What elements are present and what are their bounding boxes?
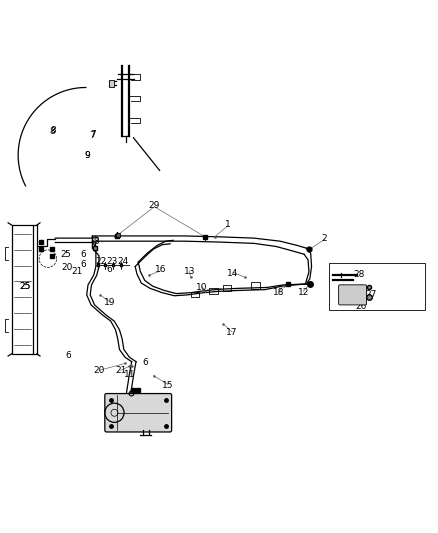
Text: 9: 9 (84, 151, 90, 160)
Text: 27: 27 (365, 290, 377, 300)
Bar (251, 282, 261, 289)
Text: 29: 29 (148, 201, 160, 210)
Text: 22: 22 (95, 257, 107, 266)
Text: 6: 6 (81, 250, 87, 259)
Text: 13: 13 (184, 267, 195, 276)
Text: 6: 6 (81, 260, 87, 269)
Text: 5: 5 (64, 250, 70, 259)
Text: 21: 21 (71, 267, 83, 276)
Bar (209, 288, 218, 294)
Bar (223, 285, 231, 292)
Text: 8: 8 (49, 127, 55, 136)
Text: 14: 14 (227, 269, 239, 278)
Text: 20: 20 (93, 366, 105, 375)
Text: 11: 11 (124, 370, 136, 379)
Text: 12: 12 (297, 288, 309, 297)
Text: 2: 2 (322, 233, 328, 243)
Text: 4: 4 (113, 232, 119, 241)
Text: 3: 3 (93, 237, 99, 246)
Text: 6: 6 (65, 351, 71, 360)
Text: 10: 10 (196, 283, 207, 292)
Text: 25: 25 (19, 281, 30, 290)
Text: 17: 17 (226, 328, 238, 337)
FancyBboxPatch shape (339, 285, 367, 305)
Text: 20: 20 (61, 263, 73, 272)
Text: 9: 9 (84, 151, 90, 160)
Text: 7: 7 (90, 130, 96, 139)
Text: 8: 8 (50, 126, 56, 135)
Text: 18: 18 (272, 288, 284, 297)
Text: 25: 25 (19, 281, 30, 290)
Text: 26: 26 (356, 302, 367, 311)
Text: 23: 23 (106, 257, 118, 266)
Text: 19: 19 (104, 298, 116, 307)
Text: 24: 24 (117, 257, 129, 266)
Text: 6: 6 (142, 358, 148, 367)
Text: 1: 1 (225, 220, 231, 229)
Text: 15: 15 (162, 381, 173, 390)
Text: 16: 16 (155, 265, 166, 274)
Text: 28: 28 (353, 270, 364, 279)
Text: 6: 6 (106, 265, 112, 274)
Bar (109, 79, 114, 87)
Bar (329, 263, 425, 310)
Bar (12, 225, 33, 354)
Text: 2: 2 (60, 250, 66, 259)
Bar (191, 292, 199, 297)
Text: 21: 21 (115, 366, 127, 375)
FancyBboxPatch shape (105, 393, 172, 432)
Text: 7: 7 (89, 131, 95, 140)
